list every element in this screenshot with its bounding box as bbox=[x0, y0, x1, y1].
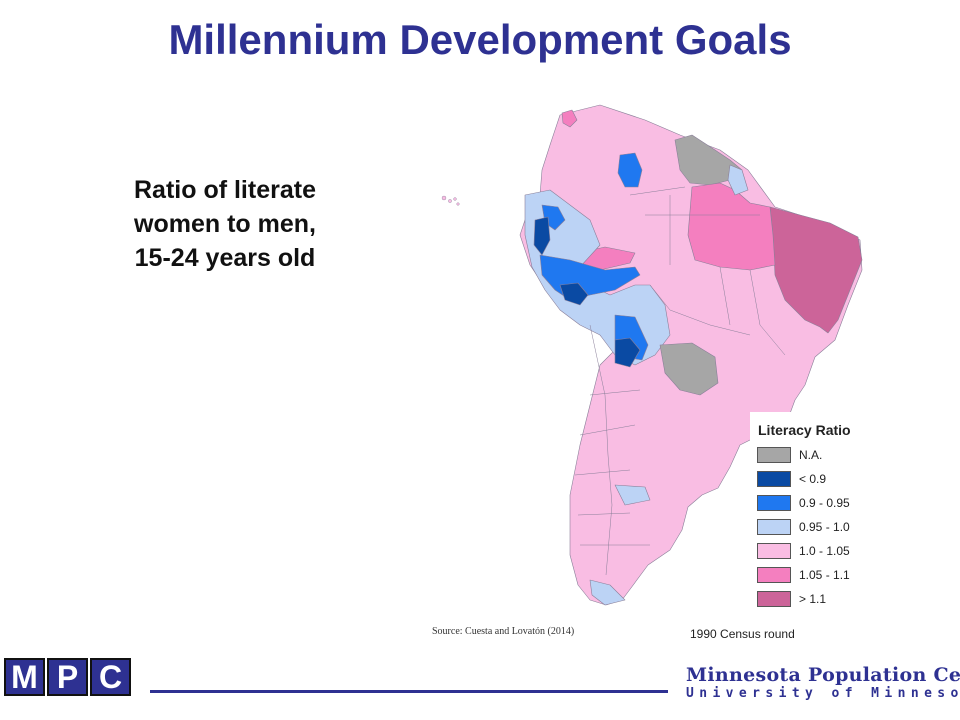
subtitle-line-1: Ratio of literate bbox=[134, 176, 316, 204]
legend-item-lt-0-9: < 0.9 bbox=[757, 470, 826, 488]
legend-swatch bbox=[757, 567, 791, 583]
legend-item-1-05-1-1: 1.05 - 1.1 bbox=[757, 566, 850, 584]
org-name: Minnesota Population Center bbox=[686, 664, 960, 686]
region-dark-blue-2 bbox=[559, 282, 589, 306]
subtitle-line-2: women to men, bbox=[134, 210, 316, 238]
region-south-lightblue-2 bbox=[589, 579, 626, 606]
svg-text:C: C bbox=[99, 659, 122, 695]
svg-text:M: M bbox=[11, 659, 38, 695]
region-dark-blue-1 bbox=[533, 216, 551, 256]
region-south-lightblue-1 bbox=[614, 484, 651, 506]
legend-label: N.A. bbox=[799, 448, 823, 462]
mpc-logo: M P C bbox=[4, 658, 132, 696]
footer-divider bbox=[150, 690, 668, 693]
legend-label: 0.9 - 0.95 bbox=[799, 496, 850, 510]
legend-item-gt-1-1: > 1.1 bbox=[757, 590, 826, 608]
legend-label: < 0.9 bbox=[799, 472, 827, 486]
legend-label: 0.95 - 1.0 bbox=[799, 520, 850, 534]
region-dark-blue-3 bbox=[614, 337, 641, 368]
map-legend: Literacy Ratio N.A. < 0.9 0.9 - 0.95 0.9… bbox=[750, 412, 878, 614]
region-paraguay bbox=[659, 342, 719, 396]
region-venezuela-lightblue bbox=[727, 164, 749, 196]
legend-swatch bbox=[757, 447, 791, 463]
legend-swatch bbox=[757, 471, 791, 487]
legend-swatch bbox=[757, 543, 791, 559]
census-note: 1990 Census round bbox=[690, 627, 795, 641]
legend-title: Literacy Ratio bbox=[758, 422, 851, 438]
svg-text:P: P bbox=[57, 659, 78, 695]
legend-label: 1.0 - 1.05 bbox=[799, 544, 850, 558]
region-ne-brazil bbox=[769, 206, 863, 334]
legend-label: 1.05 - 1.1 bbox=[799, 568, 850, 582]
legend-item-na: N.A. bbox=[757, 446, 822, 464]
map-subtitle: Ratio of literate women to men, 15-24 ye… bbox=[60, 173, 390, 275]
legend-item-0-95-1-0: 0.95 - 1.0 bbox=[757, 518, 850, 536]
org-subtitle: University of Minnesota bbox=[686, 686, 960, 701]
legend-swatch bbox=[757, 591, 791, 607]
legend-swatch bbox=[757, 495, 791, 511]
legend-swatch bbox=[757, 519, 791, 535]
mpc-logo-svg: M P C bbox=[4, 658, 131, 696]
legend-label: > 1.1 bbox=[799, 592, 827, 606]
subtitle-line-3: 15-24 years old bbox=[134, 244, 316, 272]
south-america-map bbox=[430, 95, 870, 615]
legend-item-0-9-0-95: 0.9 - 0.95 bbox=[757, 494, 850, 512]
choropleth-map-svg bbox=[441, 104, 863, 606]
slide-title: Millennium Development Goals bbox=[168, 16, 792, 63]
region-mid-blue-1 bbox=[617, 152, 643, 188]
region-colombia-pink bbox=[561, 109, 578, 128]
legend-item-1-0-1-05: 1.0 - 1.05 bbox=[757, 542, 850, 560]
source-citation: Source: Cuesta and Lovatón (2014) bbox=[432, 626, 575, 637]
